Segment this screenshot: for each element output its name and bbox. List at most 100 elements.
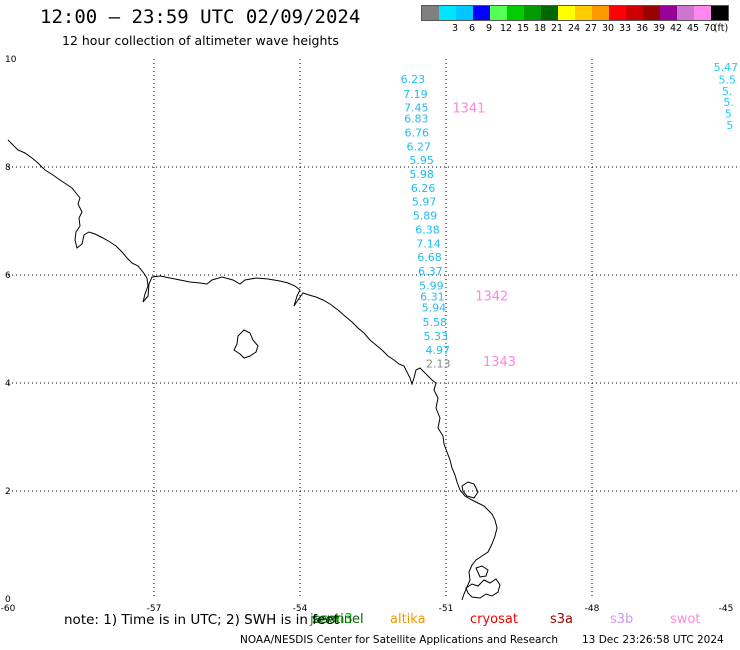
satellite-s3b: s3b	[610, 612, 634, 627]
legend-color-bar	[421, 5, 729, 21]
wave-height-reading: 5.99	[419, 279, 444, 292]
legend-unit: (ft)	[713, 23, 729, 34]
legend-label: 12	[499, 23, 513, 34]
wave-height-reading: 5.58	[423, 316, 448, 329]
legend-label: 18	[533, 23, 547, 34]
legend-swatch	[592, 6, 609, 20]
wave-height-reading: 6.76	[405, 126, 430, 139]
wave-height-reading: 6.37	[418, 265, 443, 278]
wave-height-reading: 7.14	[416, 238, 441, 251]
satellite-sentinel: sentinel	[312, 612, 364, 627]
wave-height-reading: 4.97	[425, 344, 450, 357]
map-title: 12:00 – 23:59 UTC 02/09/2024	[40, 6, 361, 28]
track-time-label: 1341	[452, 102, 485, 117]
wave-height-reading: 6.31	[420, 291, 445, 304]
footer-timestamp: 13 Dec 23:26:58 UTC 2024	[582, 634, 724, 646]
legend-swatch	[694, 6, 711, 20]
legend-swatch	[473, 6, 490, 20]
legend-swatch	[677, 6, 694, 20]
edge-wave-height-reading: 5.	[723, 96, 734, 109]
legend-label: 27	[584, 23, 598, 34]
legend-swatch	[524, 6, 541, 20]
wave-height-legend: 3 6 9 12 15 18 21 24 27 30 33 36 39 42 45 70 (ft)	[421, 5, 729, 34]
satellite-jason3: jason3	[310, 612, 353, 627]
legend-label: 36	[635, 23, 649, 34]
legend-label: 70	[703, 23, 717, 34]
legend-swatch	[711, 6, 728, 20]
satellite-s3a: s3a	[550, 612, 574, 627]
legend-swatch	[490, 6, 507, 20]
satellite-altika: altika	[390, 612, 426, 627]
wave-height-reading: 7.45	[404, 102, 429, 115]
legend-swatch	[558, 6, 575, 20]
wave-height-reading: 5.98	[409, 168, 434, 181]
legend-swatch	[439, 6, 456, 20]
y-tick-label: 4	[5, 379, 11, 389]
axis-tick-labels: -60 -57 -54 -51 -48 -45 0 2 4 6 8 10	[1, 55, 734, 614]
legend-swatch	[541, 6, 558, 20]
x-tick-label: -51	[439, 604, 454, 614]
legend-label: 42	[669, 23, 683, 34]
satellite-swot: swot	[670, 612, 701, 627]
legend-swatch	[609, 6, 626, 20]
track-time-label: 1343	[483, 355, 516, 370]
x-tick-label: -48	[585, 604, 600, 614]
wave-height-reading: 6.26	[411, 182, 436, 195]
track-time-label: 1342	[475, 290, 508, 305]
y-tick-label: 8	[5, 163, 11, 173]
legend-label: 30	[601, 23, 615, 34]
legend-swatch	[626, 6, 643, 20]
wave-height-reading: 6.83	[404, 112, 429, 125]
coastline-amazon-islands	[461, 481, 501, 599]
map-subtitle: 12 hour collection of altimeter wave hei…	[62, 33, 339, 48]
edge-wave-height-reading: 5	[725, 108, 732, 121]
legend-swatch	[660, 6, 677, 20]
wave-height-reading: 5.94	[422, 301, 447, 314]
legend-swatch	[507, 6, 524, 20]
wave-height-reading: 5.33	[424, 330, 449, 343]
wave-height-reading: 6.38	[415, 224, 440, 237]
wave-height-reading: 7.19	[403, 88, 428, 101]
y-tick-label: 10	[5, 55, 17, 65]
wave-height-reading: 5.89	[413, 210, 438, 223]
legend-label: 33	[618, 23, 632, 34]
x-tick-label: -57	[147, 604, 162, 614]
legend-label: 45	[686, 23, 700, 34]
edge-wave-height-reading: 5.	[722, 85, 733, 98]
coastline-lake	[233, 329, 259, 359]
y-tick-label: 0	[5, 595, 11, 605]
wave-height-reading: 2.13	[426, 358, 451, 371]
legend-label: 39	[652, 23, 666, 34]
y-tick-label: 2	[5, 487, 11, 497]
y-tick-label: 6	[5, 271, 11, 281]
legend-swatch	[575, 6, 592, 20]
legend-label: 21	[550, 23, 564, 34]
legend-labels: 3 6 9 12 15 18 21 24 27 30 33 36 39 42 45 70 (ft)	[421, 21, 729, 34]
coastline-mainland	[7, 139, 498, 601]
wave-height-reading: 6.23	[401, 73, 426, 86]
legend-label: 6	[468, 23, 476, 34]
satellite-cryosat: cryosat	[470, 612, 518, 627]
legend-label: 3	[451, 23, 459, 34]
legend-label: 9	[485, 23, 493, 34]
coastline	[7, 139, 501, 601]
footer-credit: NOAA/NESDIS Center for Satellite Applica…	[240, 634, 558, 646]
edge-wave-height-reading: 5.5	[719, 74, 737, 87]
x-tick-label: -54	[293, 604, 308, 614]
altimeter-track: 6.23 7.197.456.836.766.275.955.986.265.97…	[401, 61, 739, 370]
wave-height-reading: 6.68	[417, 251, 442, 264]
footer-note: note: 1) Time is in UTC; 2) SWH is in fe…	[64, 612, 339, 628]
x-tick-label: -45	[719, 604, 734, 614]
edge-wave-height-reading: 5.47	[714, 61, 739, 74]
legend-swatch	[643, 6, 660, 20]
wave-height-reading: 6.27	[406, 140, 431, 153]
wave-height-reading: 5.95	[409, 154, 434, 167]
legend-swatch	[422, 6, 439, 20]
legend-swatch	[456, 6, 473, 20]
wave-height-reading: 5.97	[412, 196, 437, 209]
legend-label: 15	[516, 23, 530, 34]
edge-wave-height-reading: 5	[726, 119, 733, 132]
x-tick-label: -60	[1, 604, 16, 614]
legend-label: 24	[567, 23, 581, 34]
